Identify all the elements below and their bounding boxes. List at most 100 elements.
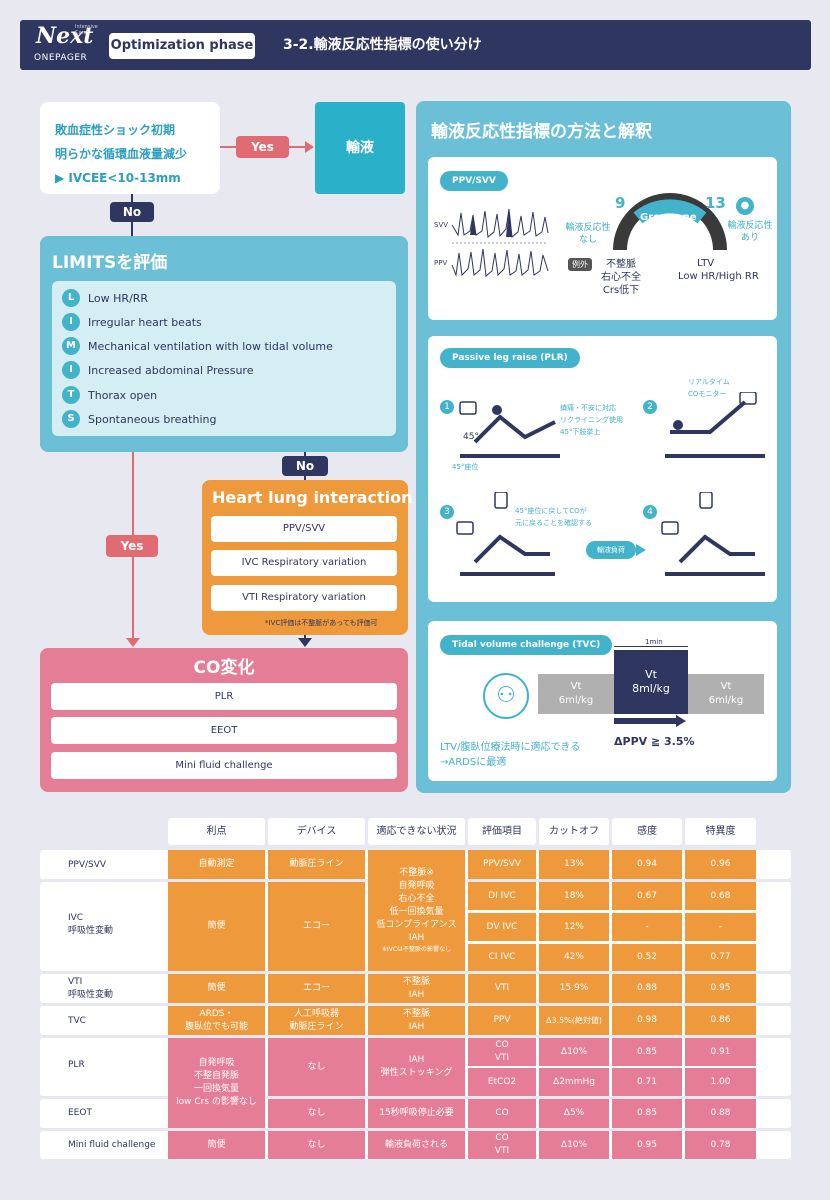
cell-cutoff: 13% bbox=[539, 850, 609, 879]
vt-block: Vt 6ml/kg bbox=[688, 674, 764, 714]
vt-value: 6ml/kg bbox=[558, 695, 594, 706]
cell-device: なし bbox=[268, 1099, 365, 1128]
contra-line: 不整脈 bbox=[402, 1008, 430, 1019]
cell-sensitivity: 0.67 bbox=[612, 882, 682, 910]
col-header: 利点 bbox=[168, 818, 265, 845]
row-label-line: IVC bbox=[68, 913, 84, 923]
cell-advantage: 簡便 bbox=[168, 1131, 265, 1159]
row-label-line: VTI bbox=[68, 977, 83, 987]
cell-specificity: 0.88 bbox=[685, 1099, 756, 1128]
cell-specificity: 0.91 bbox=[685, 1038, 756, 1066]
cell-item: DI IVC bbox=[468, 882, 536, 910]
contra-line: 不整脈 bbox=[402, 976, 430, 987]
step-badge: 1 bbox=[440, 400, 454, 414]
hli-item: PPV/SVV bbox=[211, 516, 397, 542]
note-line: リクライニング使用 bbox=[560, 416, 623, 424]
cell-sensitivity: - bbox=[612, 913, 682, 941]
row-label: Mini fluid challenge bbox=[68, 1140, 156, 1150]
note-line: 鎮痛・不安に対応 bbox=[560, 404, 616, 412]
arrow-head-icon bbox=[636, 544, 646, 556]
duration-label: 1min bbox=[645, 638, 663, 646]
exception-list: 不整脈 右心不全 Crs低下 bbox=[597, 258, 645, 297]
logo: Next bbox=[36, 23, 94, 49]
row-label: EEOT bbox=[68, 1108, 92, 1118]
contra-line: IAH bbox=[408, 989, 425, 1000]
cell-device: 人工呼吸器 動脈圧ライン bbox=[268, 1006, 365, 1035]
limits-text: Increased abdominal Pressure bbox=[88, 363, 254, 377]
no-label: No bbox=[110, 202, 154, 222]
row-label-line: 呼吸性変動 bbox=[68, 990, 114, 1000]
note-line: 45°下肢挙上 bbox=[560, 428, 601, 436]
cell-device: エコー bbox=[268, 974, 365, 1003]
fluid-box: 輸液 bbox=[315, 102, 405, 194]
note-line: 45°座位に戻してCOが bbox=[515, 507, 587, 515]
adv-line: 自発呼吸 bbox=[198, 1058, 235, 1068]
droplet-icon: ● bbox=[736, 197, 754, 215]
note-line: LTV/腹臥位療法時に適応できる bbox=[440, 742, 581, 753]
row-label-line: 呼吸性変動 bbox=[68, 926, 114, 936]
grey-zone-gauge bbox=[613, 193, 727, 251]
cell-advantage: 簡便 bbox=[168, 882, 265, 971]
col-header: デバイス bbox=[268, 818, 365, 845]
cell-advantage: 自発呼吸 不整自発脈 一回換気量 low Crs の影響なし bbox=[168, 1038, 265, 1128]
contra-line: 自発呼吸 bbox=[398, 881, 435, 891]
exception-badge: 例外 bbox=[568, 258, 592, 271]
cell-specificity: 0.95 bbox=[685, 974, 756, 1003]
yes-label: Yes bbox=[236, 136, 289, 158]
cell-device: エコー bbox=[268, 882, 365, 971]
vt-block-challenge: Vt 8ml/kg bbox=[614, 650, 688, 714]
note-line: COモニター bbox=[688, 390, 727, 398]
contra-line: 低一回換気量 bbox=[389, 907, 444, 917]
heart-lung-title: Heart lung interaction bbox=[212, 488, 413, 507]
logo-small-text: Intensive Care bbox=[75, 24, 98, 36]
cell-specificity: 0.68 bbox=[685, 882, 756, 910]
card-tag: Tidal volume challenge (TVC) bbox=[440, 635, 613, 655]
tvc-note: LTV/腹臥位療法時に適応できる →ARDSに最適 bbox=[440, 740, 580, 770]
cell-advantage: 簡便 bbox=[168, 974, 265, 1003]
cell-cutoff: 18% bbox=[539, 882, 609, 910]
limits-title: LIMITSを評価 bbox=[52, 253, 168, 273]
phase-badge: Optimization phase bbox=[109, 33, 255, 59]
cell-contraindication: 輸液負荷される bbox=[368, 1131, 465, 1159]
cell-item: PPV/SVV bbox=[468, 850, 536, 879]
col-header: カットオフ bbox=[539, 818, 609, 845]
contra-line: 右心不全 bbox=[398, 894, 435, 904]
letter-badge: T bbox=[62, 386, 80, 404]
cell-contraindication: IAH 弾性ストッキング bbox=[368, 1038, 465, 1096]
cell-cutoff: 42% bbox=[539, 944, 609, 971]
cell-sensitivity: 0.71 bbox=[612, 1068, 682, 1096]
hli-item: IVC Respiratory variation bbox=[211, 550, 397, 576]
limits-item: M Mechanical ventilation with low tidal v… bbox=[62, 337, 333, 355]
gauge-high-value: 13 bbox=[705, 194, 726, 212]
vt-block: Vt 6ml/kg bbox=[538, 674, 614, 714]
limits-item: I Irregular heart beats bbox=[62, 313, 202, 331]
cell-sensitivity: 0.95 bbox=[612, 1131, 682, 1159]
waveform-graphic bbox=[451, 208, 549, 277]
letter-badge: S bbox=[62, 410, 80, 428]
cell-specificity: 1.00 bbox=[685, 1068, 756, 1096]
shock-line: ▶ IVCEE<10-13mm bbox=[55, 171, 181, 185]
limits-item: S Spontaneous breathing bbox=[62, 410, 216, 428]
step-badge: 4 bbox=[643, 505, 657, 519]
vt-label: Vt bbox=[645, 668, 657, 681]
row-label: PLR bbox=[68, 1060, 85, 1070]
limits-text: Spontaneous breathing bbox=[88, 412, 217, 426]
limits-item: I Increased abdominal Pressure bbox=[62, 361, 253, 379]
shock-line: 明らかな循環血液量減少 bbox=[55, 147, 188, 161]
cell-advantage: 自動測定 bbox=[168, 850, 265, 879]
bed-illustration-1 bbox=[459, 401, 560, 458]
step-badge: 3 bbox=[440, 505, 454, 519]
angle-label: 45° bbox=[463, 432, 479, 442]
limits-text: Thorax open bbox=[88, 388, 158, 402]
bed-illustration-2 bbox=[665, 392, 765, 458]
letter-badge: I bbox=[62, 313, 80, 331]
response-label: 輸液反応性 あり bbox=[727, 221, 773, 243]
no-response-label: 輸液反応性 なし bbox=[565, 223, 611, 245]
limits-item: L Low HR/RR bbox=[62, 289, 148, 307]
cell-specificity: 0.77 bbox=[685, 944, 756, 971]
shock-line: 敗血症性ショック初期 bbox=[55, 123, 176, 137]
hli-note: *IVC評価は不整脈があっても評価可 bbox=[265, 619, 378, 627]
contra-line: IAH bbox=[408, 1021, 425, 1032]
cell-cutoff: 12% bbox=[539, 913, 609, 941]
cell-sensitivity: 0.98 bbox=[612, 1006, 682, 1035]
